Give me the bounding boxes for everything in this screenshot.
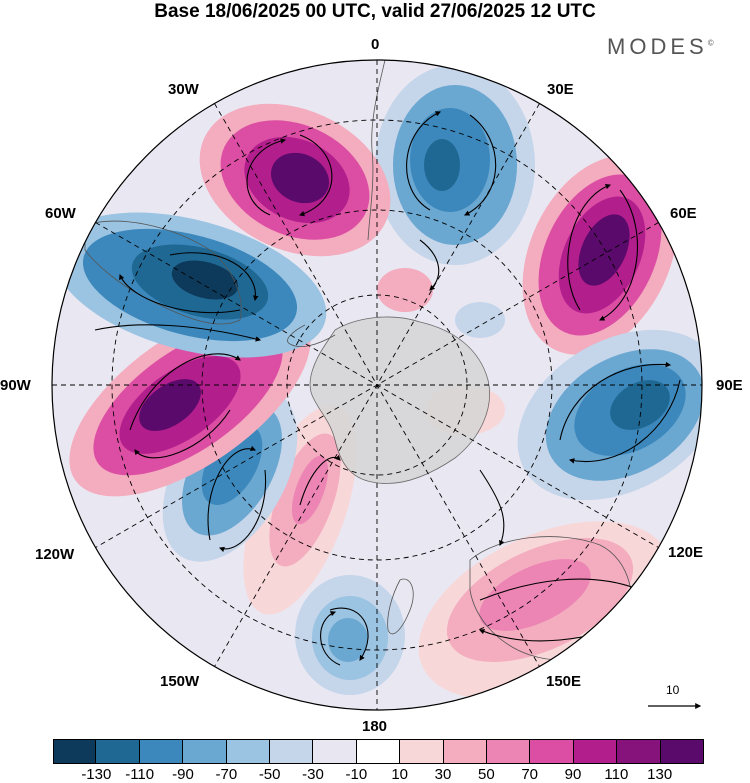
anomaly-positive-60e-center [578,214,630,286]
south-america-outline [84,220,242,325]
streamline-19 [94,324,262,342]
colorbar-swatch-1 [96,739,140,763]
colorbar-swatch-13 [617,739,661,763]
streamline-20 [299,454,341,506]
anomaly-negative-small-east [455,302,505,338]
brand-text: MODES [607,34,708,59]
antarctic-peninsula [287,324,336,347]
map-title: Base 18/06/2025 00 UTC, valid 27/06/2025… [154,1,596,22]
streamline-9 [169,252,259,302]
lon-label-30e: 30E [547,81,574,98]
lon-label-90w: 90W [0,377,31,394]
colorbar-swatch-4 [226,739,271,763]
colorbar-swatch-14 [660,739,704,763]
streamline-2 [246,138,287,216]
lon-label-60e: 60E [670,205,697,222]
streamline-5 [599,189,638,321]
streamline-1 [298,134,333,217]
anomaly-positive-small-north [377,268,433,312]
colorbar-tick-label: 90 [564,766,582,783]
streamline-13 [207,445,257,541]
colorbar-swatch-12 [573,739,618,763]
anomaly-negative-65w-center [171,260,239,300]
colorbar-tick-label: -70 [215,766,238,783]
anomaly-field [53,65,702,699]
streamline-10 [119,273,241,314]
brand-mark: © [707,38,714,48]
streamline-15 [329,607,369,661]
lon-label-120e: 120E [668,544,704,561]
colorbar-swatch-10 [487,739,531,763]
streamline-8 [559,361,672,441]
colorbar-swatch-11 [530,739,574,763]
modes-logo: MODES© [607,34,714,60]
colorbar-tick-label: 30 [434,766,452,783]
streamline-14 [218,469,267,553]
lon-label-0: 0 [371,36,380,53]
colorbar-tick-label: -30 [302,766,324,783]
colorbar-swatch-0 [53,739,97,763]
colorbar-swatch-2 [139,739,184,763]
colorbar-tick-label: 50 [477,766,495,783]
colorbar-tick-label: -90 [172,766,194,783]
colorbar-swatch-6 [313,739,357,763]
anomaly-negative-30e-center [424,139,460,191]
lon-label-180: 180 [362,718,388,735]
streamline-3 [464,114,497,216]
anomaly-negative-90e-center [610,380,670,430]
streamline-12 [134,409,231,459]
colorbar-tick-label: -110 [125,766,155,783]
new-zealand-outline [387,578,414,635]
lon-label-90e: 90E [716,377,743,394]
streamline-17 [479,578,642,601]
anomaly-positive-155w-core [291,455,329,525]
colorbar-tick-label: 130 [647,766,673,783]
streamline-22 [479,469,505,547]
streamline-16 [320,611,341,666]
colorbar-tick-label: -130 [81,766,112,783]
colorbar-swatch-8 [400,739,444,763]
africa-outline [367,60,386,241]
anomaly-positive-105w-center [139,379,201,431]
lon-label-150w: 150W [160,673,200,690]
anomaly-positive-25w-center [270,152,330,204]
anomaly-positive-135e-core [479,559,591,631]
streamline-7 [568,379,681,464]
colorbar-tick-label: -50 [258,766,281,783]
colorbar-tick-label: 10 [391,766,408,783]
colorbar-tick-label: 110 [604,766,629,783]
lon-label-120w: 120W [35,546,75,563]
colorbar-swatch-5 [270,739,314,763]
map-boundary [51,59,703,711]
streamline-4 [406,111,442,211]
colorbar-tick-label: 70 [521,766,538,783]
streamline-6 [567,183,612,311]
anomaly-negative-180-core [328,618,368,662]
colorbar-swatch-7 [356,739,401,763]
colorbar-tick-label: -10 [345,766,368,783]
colorbar-swatch-9 [443,739,488,763]
streamline-11 [129,353,241,431]
lon-label-30w: 30W [168,81,199,98]
colorbar [53,739,704,763]
lon-label-150e: 150E [546,673,582,690]
colorbar-swatch-3 [183,739,227,763]
lon-label-60w: 60W [45,205,76,222]
wind-vectors [94,111,681,666]
reference-vector-label: 10 [666,683,680,697]
antarctica [309,316,490,484]
streamline-21 [419,239,440,291]
